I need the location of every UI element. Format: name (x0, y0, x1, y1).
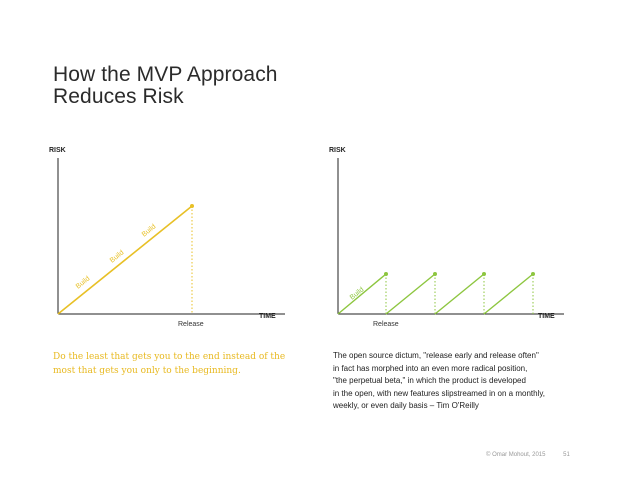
left-x-axis-label: TIME (259, 313, 276, 320)
right-ramp-4 (483, 273, 534, 315)
right-caption-line-3: "the perpetual beta," in which the produ… (333, 376, 526, 386)
left-y-axis-label: RISK (49, 147, 66, 154)
right-x-axis-label: TIME (538, 313, 555, 320)
left-risk-line (57, 205, 193, 315)
right-ramp-2 (385, 273, 436, 315)
left-caption-line-2: most that gets you only to the beginning… (53, 366, 241, 376)
right-caption-quote: The open source dictum, "release early a… (333, 350, 603, 413)
right-ramp-1 (337, 273, 387, 315)
right-y-axis-label: RISK (329, 147, 346, 154)
slide-title: How the MVP Approach Reduces Risk (53, 64, 278, 108)
right-risk-sawtooth (337, 273, 534, 315)
slide-footer: © Omar Mohout, 2015 51 (486, 452, 570, 458)
right-release-point-1 (384, 272, 388, 276)
title-line-2: Reduces Risk (53, 85, 184, 108)
right-caption-line-2: in fact has morphed into an even more ra… (333, 363, 528, 373)
title-line-1: How the MVP Approach (53, 63, 278, 86)
left-caption-line-1: Do the least that gets you to the end in… (53, 352, 286, 362)
right-release-point-3 (482, 272, 486, 276)
right-release-point-4 (531, 272, 535, 276)
right-release-point-2 (433, 272, 437, 276)
right-caption-line-4: in the open, with new features slipstrea… (333, 388, 545, 398)
left-diagram: RISK TIME Release Build Build Build (49, 147, 285, 328)
copyright-text: © Omar Mohout, 2015 (486, 452, 546, 458)
right-diagram: RISK TIME Release Build (329, 147, 564, 328)
right-caption-line-1: The open source dictum, "release early a… (333, 351, 539, 360)
right-ramp-3 (434, 273, 485, 315)
left-release-label: Release (178, 321, 204, 328)
right-release-label: Release (373, 321, 399, 328)
right-release-points (384, 272, 535, 276)
page-number: 51 (563, 452, 570, 458)
left-caption: Do the least that gets you to the end in… (53, 350, 303, 378)
right-caption-line-5: weekly, or even daily basis – Tim O'Reil… (333, 401, 479, 411)
